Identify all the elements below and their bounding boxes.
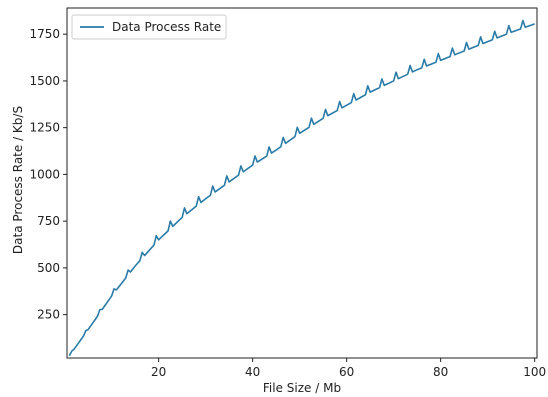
x-tick-label: 100 bbox=[523, 365, 546, 379]
x-axis-label: File Size / Mb bbox=[263, 381, 341, 395]
y-tick-label: 1000 bbox=[29, 167, 60, 181]
x-tick-label: 40 bbox=[245, 365, 260, 379]
series-line-data-process-rate bbox=[68, 19, 535, 357]
y-tick-label: 750 bbox=[37, 214, 60, 228]
legend-entry-data-process-rate: Data Process Rate bbox=[112, 20, 221, 34]
legend: Data Process Rate bbox=[71, 14, 227, 40]
y-tick-label: 500 bbox=[37, 261, 60, 275]
y-tick-label: 1250 bbox=[29, 121, 60, 135]
y-axis-label: Data Process Rate / Kb/S bbox=[11, 106, 25, 254]
x-tick-label: 20 bbox=[151, 365, 166, 379]
x-tick-label: 60 bbox=[339, 365, 354, 379]
plot-frame bbox=[66, 7, 538, 359]
y-axis-ticks: 250 500 750 1000 1250 1500 1750 bbox=[29, 27, 67, 322]
y-tick-label: 1750 bbox=[29, 27, 60, 41]
legend-box bbox=[71, 14, 227, 40]
y-tick-label: 250 bbox=[37, 308, 60, 322]
x-axis-ticks: 20 40 60 80 100 bbox=[151, 358, 546, 379]
y-tick-label: 1500 bbox=[29, 74, 60, 88]
plot-area bbox=[68, 19, 535, 357]
x-tick-label: 80 bbox=[433, 365, 448, 379]
